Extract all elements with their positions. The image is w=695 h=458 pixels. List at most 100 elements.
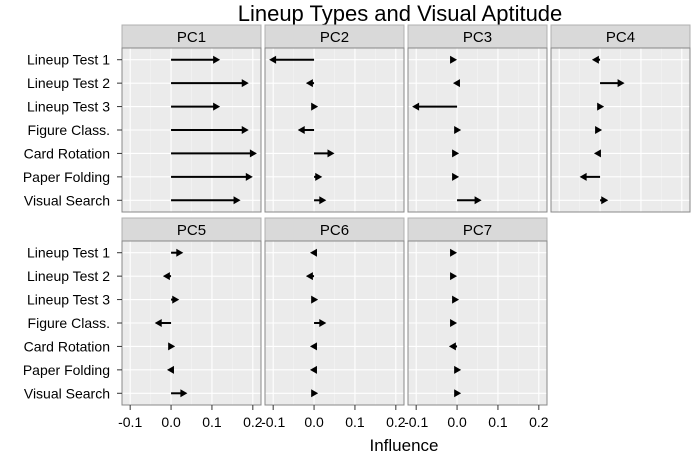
panel-strip-label: PC3 <box>463 29 492 46</box>
arrow-head <box>452 295 460 304</box>
arrow-pc7-3 <box>452 295 460 304</box>
y-tick-label: Lineup Test 2 <box>27 75 110 91</box>
arrow-head <box>249 149 257 158</box>
arrow-head <box>309 342 317 351</box>
panel-border <box>264 240 405 406</box>
arrow-head <box>579 172 587 181</box>
arrow-head <box>168 342 176 351</box>
panels-layer: PC1 PC2 PC3 PC4 PC5 PC6 PC7 <box>121 24 691 406</box>
arrow-head <box>593 149 601 158</box>
arrow-pc1-4 <box>171 126 249 134</box>
panel-strip-label: PC2 <box>320 29 349 46</box>
arrow-pc5-6 <box>166 365 174 374</box>
arrow-head <box>452 149 460 158</box>
y-tick-label: Lineup Test 2 <box>27 268 110 284</box>
chart-title: Lineup Types and Visual Aptitude <box>238 1 563 26</box>
arrow-pc5-7 <box>171 389 188 398</box>
arrow-head <box>166 365 174 374</box>
arrow-pc4-4 <box>595 126 603 134</box>
arrow-head <box>213 55 221 64</box>
arrow-head <box>617 79 625 88</box>
arrow-pc5-1 <box>171 248 184 257</box>
arrow-head <box>309 248 317 257</box>
arrow-head <box>297 126 305 134</box>
panel-border <box>407 240 548 406</box>
arrow-pc3-4 <box>454 126 462 134</box>
x-tick-label: 0.2 <box>386 414 406 430</box>
arrow-head <box>311 102 319 111</box>
arrow-head <box>595 126 603 134</box>
x-axis-label: Influence <box>370 436 439 455</box>
arrow-pc3-3 <box>412 102 458 111</box>
y-tick-label: Card Rotation <box>24 338 110 354</box>
arrow-head <box>245 172 253 181</box>
arrow-head <box>241 126 249 134</box>
panel-strip-label: PC5 <box>177 222 206 239</box>
arrow-head <box>154 319 162 327</box>
arrow-head <box>319 319 327 327</box>
arrow-head <box>309 365 317 374</box>
arrow-pc4-5 <box>593 149 601 158</box>
arrow-pc6-3 <box>311 295 319 304</box>
y-tick-label: Figure Class. <box>28 315 110 331</box>
arrow-head <box>591 55 599 64</box>
arrow-head <box>315 172 323 181</box>
arrow-pc3-7 <box>457 196 482 205</box>
y-tick-label: Lineup Test 3 <box>27 292 110 308</box>
y-tick-label: Lineup Test 1 <box>27 52 110 68</box>
arrow-head <box>450 319 458 327</box>
arrow-pc1-5 <box>171 149 257 158</box>
arrow-pc5-3 <box>171 295 180 304</box>
y-tick-label: Lineup Test 1 <box>27 245 110 261</box>
arrow-pc7-7 <box>454 389 462 398</box>
arrow-pc6-5 <box>309 342 317 351</box>
arrow-pc2-7 <box>314 196 327 205</box>
arrow-pc7-5 <box>448 342 458 351</box>
x-tick-label: 0.0 <box>447 414 467 430</box>
arrow-head <box>412 102 420 111</box>
arrow-pc2-5 <box>314 149 335 158</box>
arrow-head <box>452 172 460 181</box>
arrow-pc4-2 <box>600 79 625 88</box>
panel-strip-label: PC6 <box>320 222 349 239</box>
arrow-pc5-4 <box>154 319 172 327</box>
arrow-head <box>213 102 221 111</box>
arrow-head <box>305 79 313 88</box>
arrow-pc7-1 <box>450 248 458 257</box>
x-tick-label: 0.2 <box>529 414 549 430</box>
arrow-pc4-7 <box>600 196 609 205</box>
arrow-pc1-6 <box>171 172 253 181</box>
x-tick-label: 0.1 <box>345 414 365 430</box>
labels-layer: Lineup Test 1 Lineup Test 2 Lineup Test 3 F… <box>23 52 549 430</box>
y-tick-label: Visual Search <box>24 192 110 208</box>
x-tick-label: -0.1 <box>261 414 285 430</box>
arrow-head <box>241 79 249 88</box>
arrow-head <box>319 196 327 205</box>
arrow-pc7-2 <box>450 272 458 281</box>
arrow-head <box>450 55 458 64</box>
arrow-head <box>180 389 188 398</box>
arrow-head <box>448 342 456 351</box>
arrow-head <box>311 389 319 398</box>
panel-border <box>264 47 405 213</box>
y-tick-label: Figure Class. <box>28 122 110 138</box>
arrow-head <box>176 248 184 257</box>
arrow-head <box>327 149 335 158</box>
arrow-pc5-2 <box>162 272 172 281</box>
arrow-pc6-7 <box>311 389 319 398</box>
arrow-pc2-1 <box>269 55 315 64</box>
panel-pc2: PC2 <box>264 24 405 213</box>
arrow-pc1-3 <box>171 102 221 111</box>
arrow-head <box>601 196 609 205</box>
x-tick-label: 0.0 <box>304 414 324 430</box>
arrow-pc3-1 <box>450 55 458 64</box>
y-tick-label: Paper Folding <box>23 362 110 378</box>
arrow-pc2-4 <box>297 126 315 134</box>
panel-pc4: PC4 <box>550 24 691 213</box>
y-tick-label: Lineup Test 3 <box>27 99 110 115</box>
arrow-head <box>162 272 170 281</box>
arrow-head <box>269 55 277 64</box>
x-tick-label: 0.1 <box>202 414 222 430</box>
arrow-pc4-1 <box>591 55 601 64</box>
arrow-pc3-6 <box>452 172 460 181</box>
